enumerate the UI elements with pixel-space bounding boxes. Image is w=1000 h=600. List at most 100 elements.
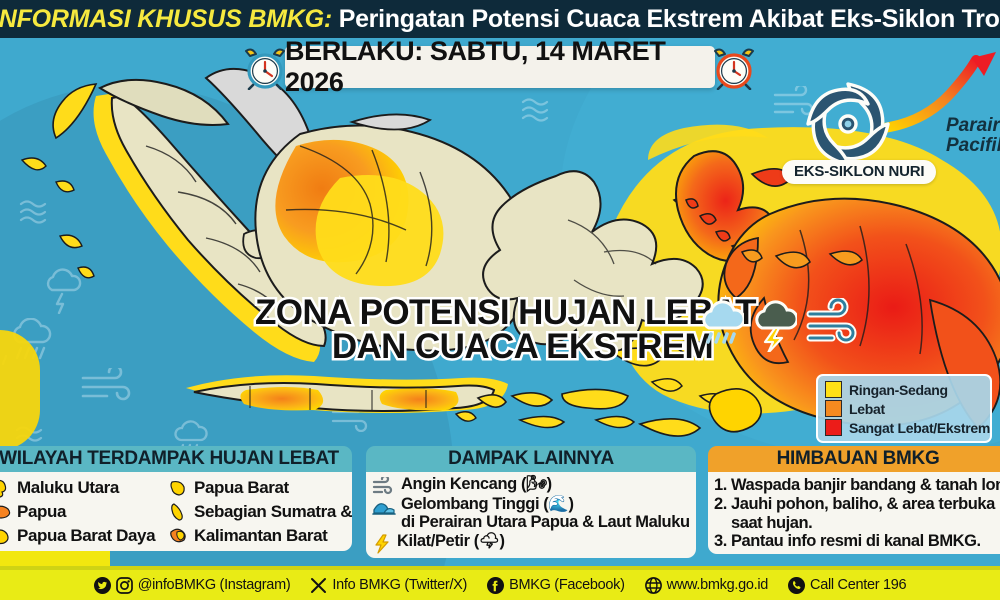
aceh-region: [97, 78, 230, 126]
header-bar: INFORMASI KHUSUS BMKG: Peringatan Potens…: [0, 0, 1000, 38]
footer-item-label: Call Center 196: [810, 577, 907, 593]
footer-item-label: @infoBMKG (Instagram): [137, 577, 291, 593]
panel-dampak-title: DAMPAK LAINNYA: [448, 448, 614, 469]
footer-item-label: www.bmkg.go.id: [666, 577, 769, 593]
thunderstorm-cloud-icon: [755, 300, 797, 352]
island-shape-icon: [170, 480, 185, 496]
list-item-label: Kalimantan Barat: [194, 526, 328, 545]
warning-zone-yellow-north: [648, 124, 768, 160]
java-east-warning-orange: [379, 388, 459, 411]
phone-icon: [788, 576, 806, 594]
hurricane-spiral-icon: [800, 76, 896, 177]
list-item: Papua Barat Daya: [0, 524, 169, 548]
list-item: 2. Jauhi pohon, baliho, & area terbuka s…: [714, 495, 1000, 533]
footer-divider: [0, 566, 1000, 570]
footer-item-instagram[interactable]: @infoBMKG (Instagram): [93, 576, 291, 594]
list-item: Papua Barat: [169, 476, 346, 500]
sulawesi-province-borders: [567, 219, 657, 297]
legend-label: Ringan-Sedang: [849, 381, 948, 398]
panel-wilayah-terdampak: WILAYAH TERDAMPAK HUJAN LEBAT Maluku Uta…: [0, 446, 352, 551]
panel-dampak-body: Angin Kencang (🌬) Gelombang Tinggi (🌊) d…: [366, 472, 696, 558]
papua-province-borders: [793, 225, 923, 355]
list-item-label: Angin Kencang (🌬): [401, 475, 552, 493]
yellow-accent-left: [0, 330, 40, 450]
panel-wilayah-header: WILAYAH TERDAMPAK HUJAN LEBAT: [0, 446, 352, 472]
kalimantan-province-borders: [285, 145, 433, 275]
alarm-clock-icon: [712, 48, 756, 95]
list-item: Maluku Utara: [0, 476, 169, 500]
panel-wilayah-title: WILAYAH TERDAMPAK HUJAN LEBAT: [0, 448, 339, 469]
panel-wilayah-body: Maluku Utara Papua Papua Barat Daya: [0, 472, 352, 551]
footer-item-twitter-x[interactable]: Info BMKG (Twitter/X): [310, 577, 467, 594]
cyclone-name-label: EKS-SIKLON NURI: [782, 160, 937, 184]
kalimantan-tengah-warning: [315, 175, 444, 287]
island-shape-icon: [0, 505, 11, 519]
rain-cloud-icon: [702, 300, 744, 344]
list-item: Gelombang Tinggi (🌊) di Perairan Utara P…: [372, 495, 690, 532]
list-item-label: Sebagian Sumatra & Jawa: [194, 502, 352, 521]
footer-item-call-center[interactable]: Call Center 196: [788, 576, 907, 594]
panel-dampak-lainnya: DAMPAK LAINNYA Angin Kencang (🌬) Gel: [366, 446, 696, 558]
list-item: 3. Pantau info resmi di kanal BMKG.: [714, 532, 981, 551]
legend-label: Lebat: [849, 400, 885, 417]
x-logo-icon: [311, 577, 327, 593]
aru-islands: [708, 388, 762, 433]
java-warning-orange: [240, 387, 324, 411]
timor-island: [637, 418, 702, 437]
island-shape-icon: [170, 528, 186, 543]
panel-himbauan-header: HIMBAUAN BMKG: [708, 446, 1000, 472]
sulawesi-landmass: [482, 170, 704, 356]
list-item: Papua: [0, 500, 169, 524]
list-item: Sebagian Sumatra & Jawa: [169, 500, 352, 524]
island-shape-icon: [0, 529, 9, 545]
footer-item-facebook[interactable]: BMKG (Facebook): [487, 576, 625, 594]
java-province-borders: [249, 386, 427, 410]
zone-title-line1: ZONA POTENSI HUJAN LEBAT: [253, 293, 760, 333]
wave-icon: [372, 503, 396, 515]
list-item: Kilat/Petir (🌩): [372, 532, 690, 554]
footer-bar: @infoBMKG (Instagram) Info BMKG (Twitter…: [0, 570, 1000, 600]
mentawai-islands: [20, 157, 95, 279]
island-shape-icon: [171, 503, 183, 521]
panel-himbauan-title: HIMBAUAN BMKG: [776, 448, 940, 469]
panel-himbauan-body: 1. Waspada banjir bandang & tanah longso…: [708, 472, 1000, 555]
legend-item: Sangat Lebat/Ekstrem: [825, 419, 990, 436]
legend-item: Lebat: [825, 400, 983, 417]
validity-date-text: BERLAKU: SABTU, 14 MARET 2026: [285, 36, 666, 97]
legend-item: Ringan-Sedang: [825, 381, 983, 398]
legend-swatch-ringan-sedang: [825, 381, 842, 398]
panel-dampak-header: DAMPAK LAINNYA: [366, 446, 696, 472]
papua-offshore-islands: [740, 249, 863, 269]
header-title-rest: Peringatan Potensi Cuaca Ekstrem Akibat …: [338, 4, 1000, 33]
bottom-panels: WILAYAH TERDAMPAK HUJAN LEBAT Maluku Uta…: [0, 446, 1000, 570]
list-item: Angin Kencang (🌬): [372, 475, 690, 495]
legend-swatch-lebat: [825, 400, 842, 417]
list-item: Kalimantan Barat: [169, 524, 346, 548]
list-item-label: Maluku Utara: [17, 478, 119, 497]
list-item: 1. Waspada banjir bandang & tanah longso…: [714, 476, 1000, 494]
globe-icon: [644, 576, 662, 594]
header-title-highlight: INFORMASI KHUSUS BMKG:: [0, 4, 333, 33]
twitter-bird-icon: [93, 576, 111, 594]
zone-title: ZONA POTENSI HUJAN LEBAT DAN CUACA EKSTR…: [253, 293, 760, 367]
footer-item-label: BMKG (Facebook): [509, 577, 625, 593]
pacific-label-line2: Pacifik: [946, 134, 1000, 156]
wind-icon: [806, 298, 857, 344]
sumatra-province-borders: [145, 145, 283, 315]
legend-swatch-sangat-lebat: [825, 419, 842, 436]
list-item-sublabel: di Perairan Utara Papua & Laut Maluku: [401, 512, 690, 531]
wind-icon: [372, 477, 393, 495]
footer-item-label: Info BMKG (Twitter/X): [332, 577, 468, 593]
weather-icon-row: [698, 298, 862, 352]
nusa-tenggara-islands: [454, 388, 636, 429]
alarm-clock-icon: [243, 48, 287, 95]
list-item-label: Papua: [17, 502, 67, 521]
sumatra-northwest-tip: [52, 83, 98, 140]
pacific-ocean-label: Parairan Pacifik: [946, 116, 1000, 156]
validity-date-banner: BERLAKU: SABTU, 14 MARET 2026: [285, 36, 715, 97]
header-title: INFORMASI KHUSUS BMKG: Peringatan Potens…: [0, 5, 1000, 34]
pacific-label-line1: Parairan: [946, 115, 1000, 136]
footer-item-website[interactable]: www.bmkg.go.id: [644, 576, 769, 594]
